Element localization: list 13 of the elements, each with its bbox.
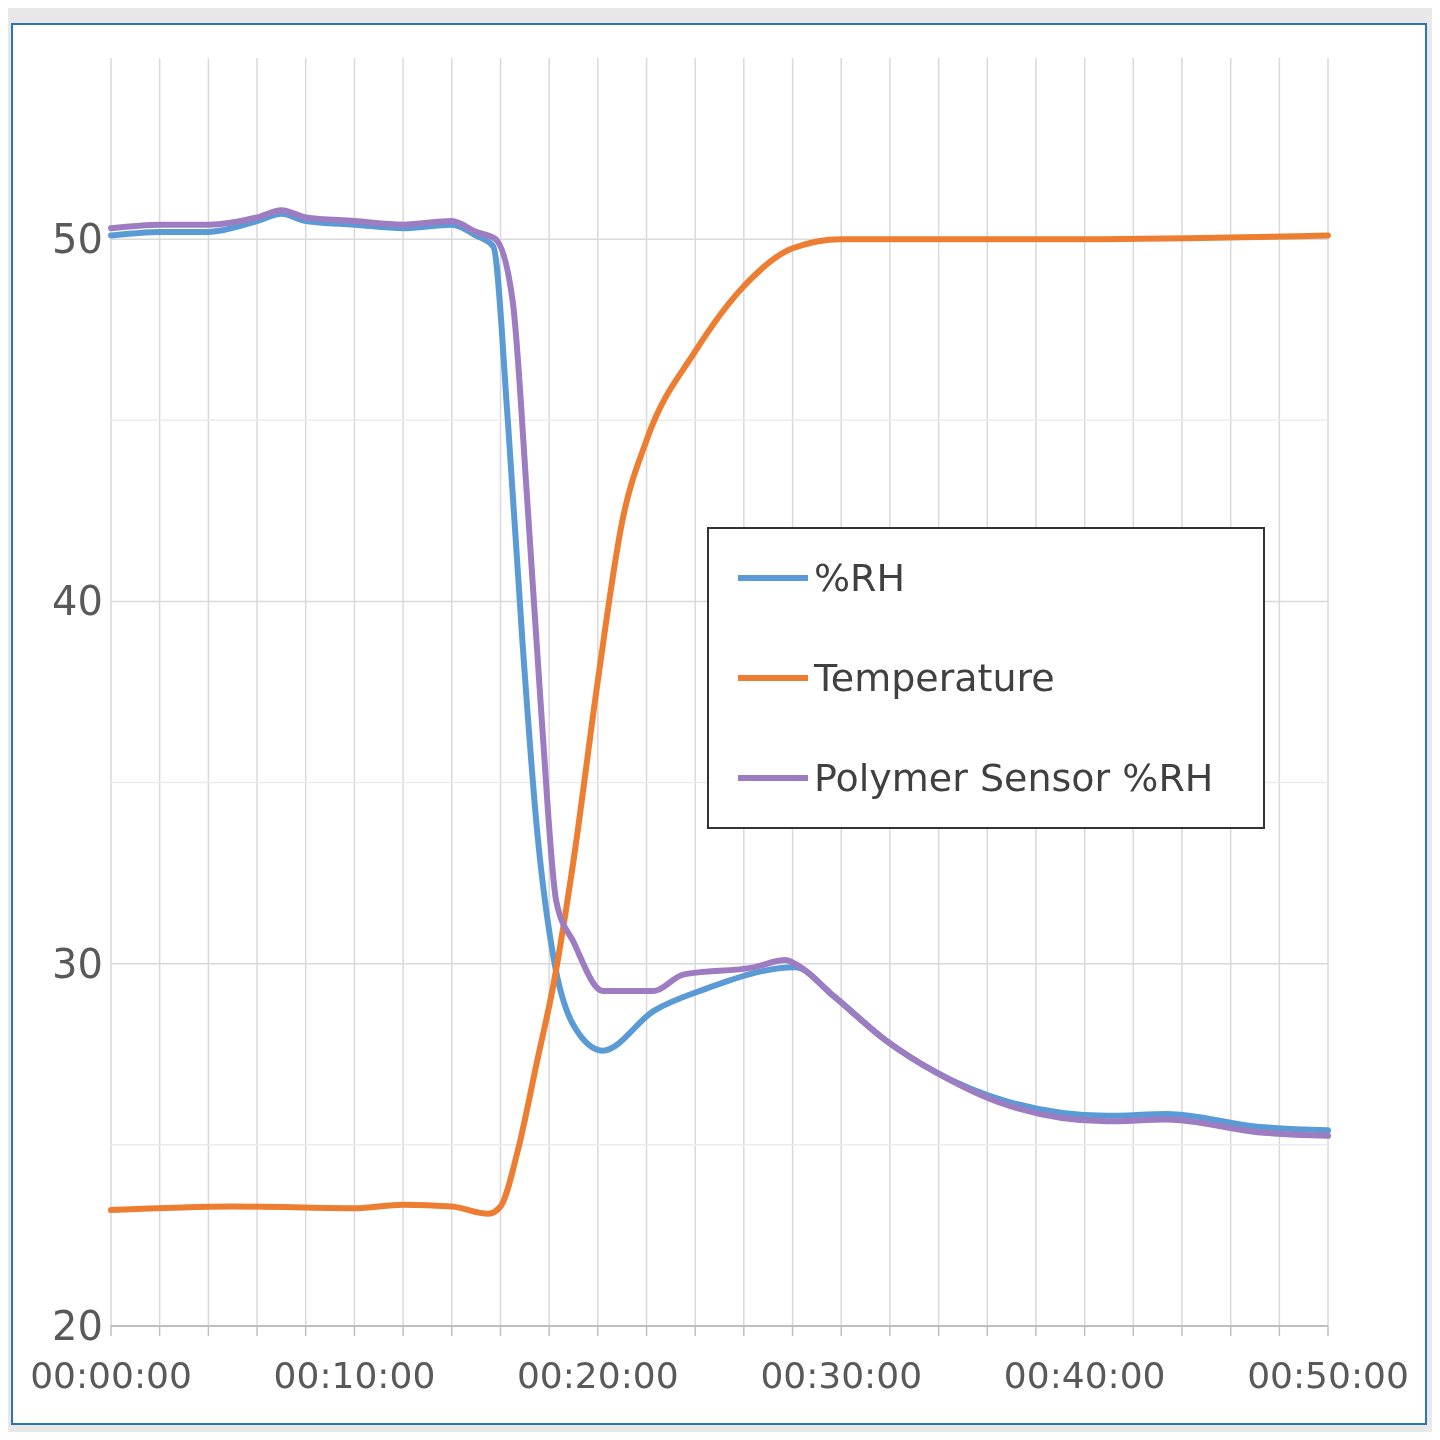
x-tick-label: 00:50:00 [1247, 1355, 1409, 1396]
y-tick-label: 30 [52, 940, 103, 987]
x-tick-label: 00:10:00 [273, 1355, 436, 1396]
x-tick-label: 00:00:00 [30, 1355, 192, 1396]
legend-label: %RH [814, 556, 906, 601]
x-tick-label: 00:40:00 [1003, 1355, 1166, 1396]
y-tick-label: 20 [52, 1303, 103, 1349]
legend-label: Temperature [813, 656, 1055, 701]
x-tick-label: 00:20:00 [516, 1355, 679, 1396]
legend-label: Polymer Sensor %RH [814, 756, 1214, 801]
y-tick-label: 40 [52, 578, 103, 625]
y-tick-label: 50 [52, 216, 103, 263]
x-tick-label: 00:30:00 [760, 1355, 923, 1396]
